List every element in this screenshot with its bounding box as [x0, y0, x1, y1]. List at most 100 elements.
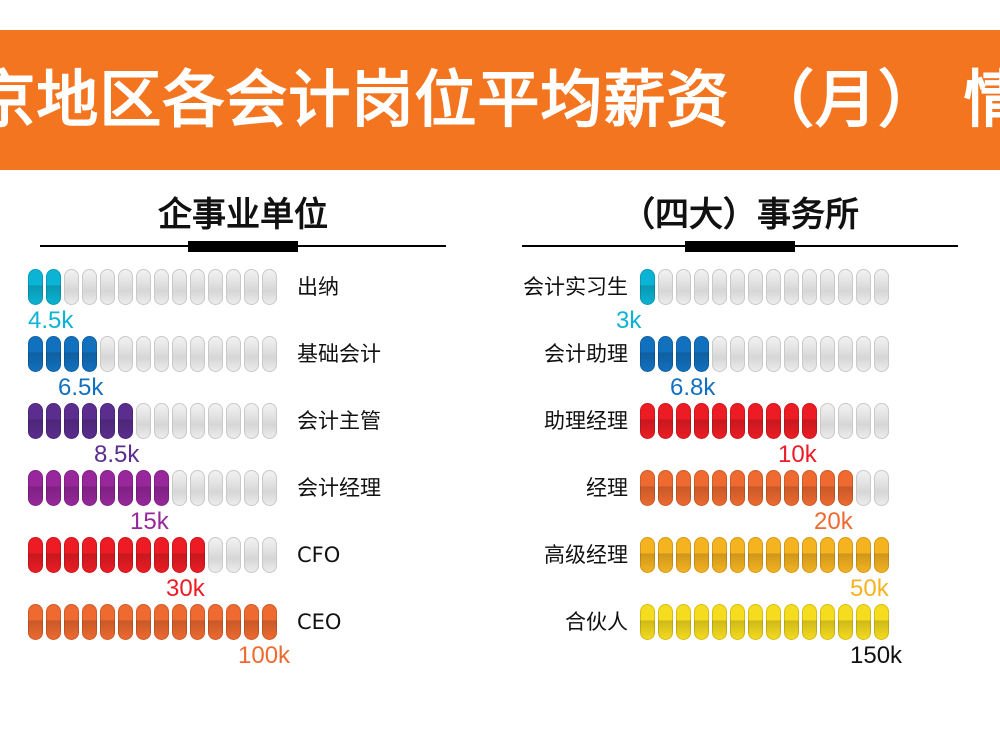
pill-track [640, 537, 889, 574]
pill-empty [136, 269, 151, 306]
value-label: 6.8k [670, 374, 716, 402]
pill-empty [154, 269, 169, 306]
pill-empty [784, 269, 799, 306]
pill-track [640, 269, 889, 306]
pill-empty [244, 537, 259, 574]
pill-empty [226, 403, 241, 440]
pill-empty [874, 470, 889, 507]
pill-filled [640, 403, 655, 440]
pill-track [640, 336, 889, 373]
pill-filled [766, 604, 781, 641]
pill-filled [640, 604, 655, 641]
pill-filled [874, 537, 889, 574]
pill-empty [244, 269, 259, 306]
pill-filled [694, 537, 709, 574]
pill-filled [820, 604, 835, 641]
salary-row: 经理 20k [510, 466, 970, 534]
pill-filled [874, 604, 889, 641]
pill-empty [262, 403, 277, 440]
pill-filled [676, 403, 691, 440]
pill-filled [838, 604, 853, 641]
rule-thick-segment [188, 241, 298, 253]
value-label: 100k [238, 642, 291, 670]
pill-filled [28, 604, 43, 641]
pill-empty [712, 269, 727, 306]
pill-filled [262, 604, 277, 641]
salary-row-content: 会计助理 [510, 332, 970, 376]
salary-row-content: 经理 [510, 466, 970, 510]
salary-row: 会计经理 15k [28, 466, 458, 534]
pill-filled [640, 269, 655, 306]
pill-filled [820, 537, 835, 574]
pill-empty [820, 336, 835, 373]
pill-filled [82, 403, 97, 440]
pill-filled [100, 403, 115, 440]
pill-empty [820, 269, 835, 306]
pill-empty [838, 403, 853, 440]
pill-filled [172, 537, 187, 574]
pill-filled [46, 470, 61, 507]
salary-row: 出纳 4.5k [28, 265, 458, 335]
pill-empty [856, 336, 871, 373]
pill-empty [208, 336, 223, 373]
salary-row: CEO 100k [28, 600, 458, 670]
pill-empty [208, 470, 223, 507]
salary-row-content: 会计经理 [28, 466, 458, 510]
pill-filled [838, 537, 853, 574]
category-label: 助理经理 [544, 408, 628, 433]
pill-empty [100, 269, 115, 306]
pill-filled [28, 537, 43, 574]
salary-row: 会计主管 8.5k [28, 399, 458, 467]
rows-big-four: 会计实习生 3k 会计助理 6.8k 助理经理 10k 经理 20k 高级经理 50k 合伙人 150… [510, 265, 970, 668]
pill-filled [712, 470, 727, 507]
value-label: 10k [778, 441, 817, 469]
pill-filled [712, 403, 727, 440]
pill-filled [658, 604, 673, 641]
pill-filled [820, 470, 835, 507]
header-rule [510, 241, 970, 253]
column-enterprise: 企事业单位 出纳 4.5k 基础会计 6.5k 会计主管 8.5k 会计经理 15k CFO 30… [28, 195, 458, 670]
pill-empty [190, 336, 205, 373]
pill-filled [136, 537, 151, 574]
pill-filled [640, 336, 655, 373]
pill-empty [712, 336, 727, 373]
pill-filled [748, 537, 763, 574]
column-header-enterprise: 企事业单位 [158, 195, 328, 235]
pill-filled [64, 336, 79, 373]
pill-filled [154, 604, 169, 641]
salary-row-content: CFO [28, 533, 458, 577]
pill-filled [136, 470, 151, 507]
category-label: 会计经理 [297, 475, 381, 500]
pill-empty [154, 403, 169, 440]
pill-empty [100, 336, 115, 373]
pill-empty [226, 470, 241, 507]
pill-filled [154, 470, 169, 507]
pill-empty [658, 269, 673, 306]
pill-empty [856, 470, 871, 507]
category-label: 会计主管 [297, 408, 381, 433]
salary-row-content: 合伙人 [510, 600, 970, 644]
column-big-four: （四大）事务所 会计实习生 3k 会计助理 6.8k 助理经理 10k 经理 20k 高级经理 5… [510, 195, 970, 668]
pill-filled [640, 470, 655, 507]
pill-empty [262, 336, 277, 373]
pill-track [640, 470, 889, 507]
category-label: 会计助理 [544, 341, 628, 366]
pill-empty [226, 269, 241, 306]
pill-empty [136, 403, 151, 440]
pill-filled [100, 537, 115, 574]
pill-filled [226, 604, 241, 641]
salary-row-content: 会计实习生 [510, 265, 970, 309]
pill-empty [262, 537, 277, 574]
value-label: 4.5k [28, 307, 74, 335]
pill-empty [874, 336, 889, 373]
pill-empty [856, 403, 871, 440]
pill-track [28, 403, 277, 440]
value-label: 3k [616, 307, 642, 335]
pill-filled [712, 604, 727, 641]
category-label: 经理 [586, 475, 628, 500]
pill-filled [784, 403, 799, 440]
pill-track [28, 537, 277, 574]
pill-filled [694, 470, 709, 507]
pill-filled [748, 470, 763, 507]
pill-filled [82, 336, 97, 373]
